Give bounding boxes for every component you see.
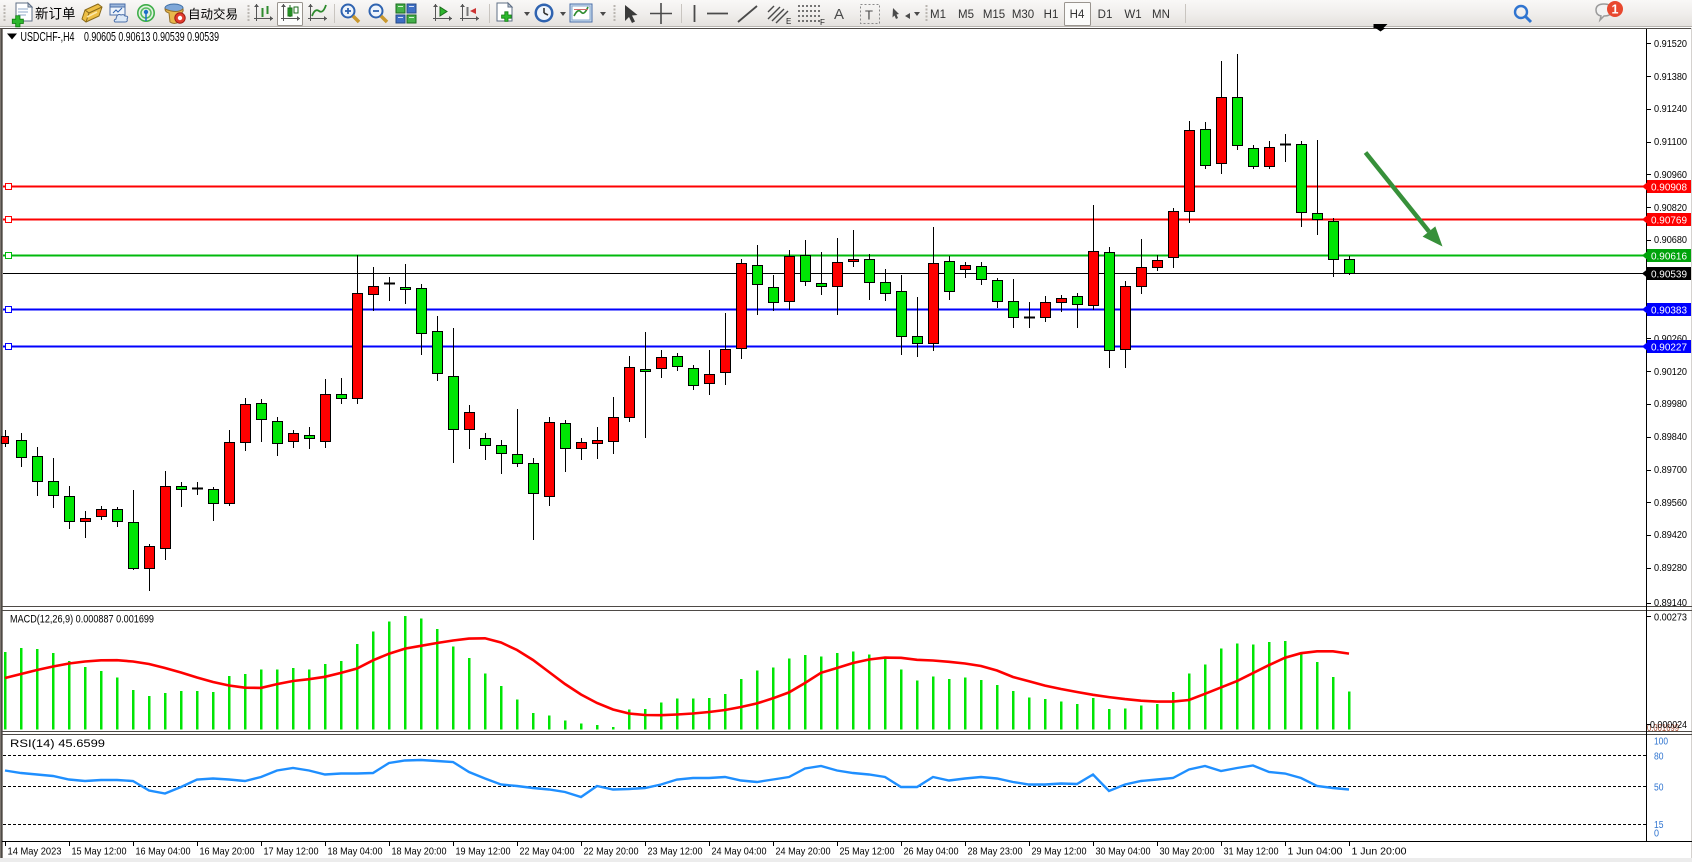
svg-text:0.91100: 0.91100: [1654, 137, 1687, 148]
svg-text:0.90260: 0.90260: [1654, 334, 1687, 345]
svg-text:RSI(14) 45.6599: RSI(14) 45.6599: [10, 738, 105, 750]
svg-text:新订单: 新订单: [35, 7, 76, 22]
svg-text:100: 100: [1654, 737, 1668, 748]
svg-text:15: 15: [1654, 820, 1664, 831]
svg-text:A: A: [834, 6, 844, 23]
svg-text:24 May 04:00: 24 May 04:00: [712, 846, 767, 858]
svg-text:28 May 23:00: 28 May 23:00: [968, 846, 1023, 858]
svg-text:E: E: [786, 17, 791, 26]
svg-text:MN: MN: [1152, 9, 1170, 21]
svg-text:1 Jun 20:00: 1 Jun 20:00: [1352, 846, 1407, 858]
svg-text:0.91240: 0.91240: [1654, 104, 1687, 115]
svg-text:M1: M1: [930, 9, 946, 21]
svg-text:0.000024: 0.000024: [1650, 720, 1687, 731]
svg-text:25 May 12:00: 25 May 12:00: [840, 846, 895, 858]
svg-text:19 May 12:00: 19 May 12:00: [456, 846, 511, 858]
svg-text:0.89140: 0.89140: [1654, 598, 1687, 609]
svg-text:F: F: [820, 18, 825, 27]
svg-text:0.001699: 0.001699: [1647, 723, 1679, 734]
svg-text:0.90383: 0.90383: [1651, 306, 1687, 317]
svg-text:0.90616: 0.90616: [1651, 252, 1687, 263]
svg-text:0.90769: 0.90769: [1651, 216, 1687, 227]
svg-text:50: 50: [1654, 782, 1664, 793]
svg-text:D1: D1: [1098, 9, 1113, 21]
svg-text:80: 80: [1654, 752, 1664, 763]
svg-text:24 May 20:00: 24 May 20:00: [776, 846, 831, 858]
svg-text:0.89420: 0.89420: [1654, 530, 1687, 541]
svg-text:31 May 12:00: 31 May 12:00: [1224, 846, 1279, 858]
svg-text:1 Jun 04:00: 1 Jun 04:00: [1288, 846, 1343, 858]
svg-text:0.90908: 0.90908: [1651, 183, 1687, 194]
svg-text:0.90820: 0.90820: [1654, 203, 1687, 214]
svg-text:18 May 04:00: 18 May 04:00: [328, 846, 383, 858]
svg-text:自动交易: 自动交易: [188, 7, 238, 22]
svg-text:0.89700: 0.89700: [1654, 465, 1687, 476]
svg-text:0.90539: 0.90539: [1651, 270, 1687, 281]
svg-text:M5: M5: [958, 9, 974, 21]
svg-text:0.91380: 0.91380: [1654, 72, 1687, 83]
svg-text:16 May 04:00: 16 May 04:00: [136, 846, 191, 858]
svg-text:0.89560: 0.89560: [1654, 498, 1687, 509]
svg-text:H4: H4: [1070, 9, 1085, 21]
svg-text:22 May 04:00: 22 May 04:00: [520, 846, 575, 858]
svg-text:22 May 20:00: 22 May 20:00: [584, 846, 639, 858]
svg-text:23 May 12:00: 23 May 12:00: [648, 846, 703, 858]
svg-text:14 May 2023: 14 May 2023: [8, 846, 62, 858]
svg-text:16 May 20:00: 16 May 20:00: [200, 846, 255, 858]
svg-text:1: 1: [1612, 3, 1619, 17]
svg-text:18 May 20:00: 18 May 20:00: [392, 846, 447, 858]
svg-text:0.91520: 0.91520: [1654, 39, 1687, 50]
svg-text:0.90960: 0.90960: [1654, 170, 1687, 181]
svg-text:M30: M30: [1012, 9, 1034, 21]
svg-text:W1: W1: [1124, 9, 1141, 21]
svg-text:17 May 12:00: 17 May 12:00: [264, 846, 319, 858]
svg-text:26 May 04:00: 26 May 04:00: [904, 846, 959, 858]
svg-text:0.89840: 0.89840: [1654, 432, 1687, 443]
svg-text:30 May 20:00: 30 May 20:00: [1160, 846, 1215, 858]
svg-text:0.89280: 0.89280: [1654, 563, 1687, 574]
svg-text:MACD(12,26,9) 0.000887 0.00169: MACD(12,26,9) 0.000887 0.001699: [10, 614, 154, 626]
svg-text:0.90680: 0.90680: [1654, 235, 1687, 246]
svg-text:30 May 04:00: 30 May 04:00: [1096, 846, 1151, 858]
svg-text:0: 0: [1654, 829, 1659, 840]
svg-text:0.89980: 0.89980: [1654, 399, 1687, 410]
svg-text:0.90120: 0.90120: [1654, 367, 1687, 378]
svg-text:0.00273: 0.00273: [1654, 613, 1687, 624]
svg-text:15 May 12:00: 15 May 12:00: [72, 846, 127, 858]
svg-text:M15: M15: [983, 9, 1005, 21]
svg-text:0.90227: 0.90227: [1651, 343, 1687, 354]
svg-text:0.90605 0.90613 0.90539 0.9053: 0.90605 0.90613 0.90539 0.90539: [84, 29, 219, 44]
svg-text:29 May 12:00: 29 May 12:00: [1032, 846, 1087, 858]
svg-text:H1: H1: [1044, 9, 1059, 21]
svg-text:USDCHF-,H4: USDCHF-,H4: [21, 29, 75, 44]
svg-text:T: T: [865, 8, 873, 23]
